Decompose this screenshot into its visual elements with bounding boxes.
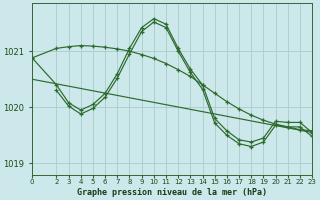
X-axis label: Graphe pression niveau de la mer (hPa): Graphe pression niveau de la mer (hPa): [77, 188, 267, 197]
